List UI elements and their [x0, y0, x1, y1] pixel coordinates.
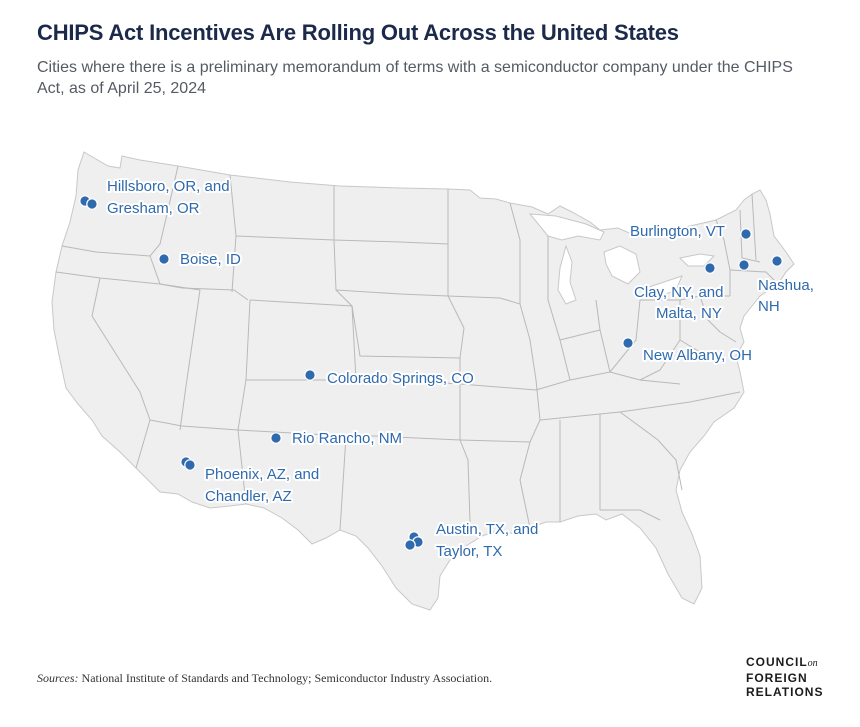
marker-austin-2	[404, 539, 416, 551]
us-map: Hillsboro, OR, and Gresham, OR Boise, ID…	[51, 151, 816, 611]
label-colorado-springs: Colorado Springs, CO	[327, 370, 474, 387]
label-phoenix: Phoenix, AZ, and	[205, 466, 319, 483]
marker-clay	[704, 262, 716, 274]
marker-burlington	[740, 228, 752, 240]
label-rio-rancho: Rio Rancho, NM	[292, 430, 402, 447]
chart-subtitle: Cities where there is a preliminary memo…	[37, 59, 793, 97]
state-borders	[55, 165, 779, 531]
marker-gresham	[86, 198, 98, 210]
marker-rio-rancho	[270, 432, 282, 444]
city-labels: Hillsboro, OR, and Gresham, OR Boise, ID…	[105, 176, 816, 562]
logo-line1: COUNCIL	[746, 655, 808, 669]
label-gresham: Gresham, OR	[107, 200, 200, 217]
sources-label: Sources:	[37, 671, 79, 685]
city-markers	[79, 195, 783, 551]
label-chandler: Chandler, AZ	[205, 488, 292, 505]
marker-boise	[158, 253, 170, 265]
label-burlington: Burlington, VT	[630, 223, 725, 240]
label-clay: Clay, NY, and	[634, 284, 724, 301]
marker-chandler	[184, 459, 196, 471]
marker-nashua	[771, 255, 783, 267]
sources-note: Sources: National Institute of Standards…	[37, 671, 492, 686]
label-new-albany: New Albany, OH	[643, 347, 752, 364]
label-hillsboro: Hillsboro, OR, and	[107, 178, 230, 195]
label-nashua-2: NH	[758, 298, 780, 315]
logo-line3: RELATIONS	[746, 685, 824, 699]
marker-new-albany	[622, 337, 634, 349]
label-nashua-1: Nashua,	[758, 277, 814, 294]
chart-title: CHIPS Act Incentives Are Rolling Out Acr…	[37, 20, 679, 45]
label-boise: Boise, ID	[180, 251, 241, 268]
marker-malta	[738, 259, 750, 271]
great-lakes	[528, 213, 716, 305]
logo-line1-suffix: on	[807, 658, 818, 669]
label-malta: Malta, NY	[656, 305, 722, 322]
label-austin: Austin, TX, and	[436, 521, 538, 538]
label-taylor: Taylor, TX	[436, 543, 502, 560]
marker-colorado-springs	[304, 369, 316, 381]
cfr-logo: COUNCILon FOREIGN RELATIONS	[746, 655, 823, 699]
sources-text: National Institute of Standards and Tech…	[78, 671, 493, 685]
logo-line2: FOREIGN	[746, 671, 808, 685]
